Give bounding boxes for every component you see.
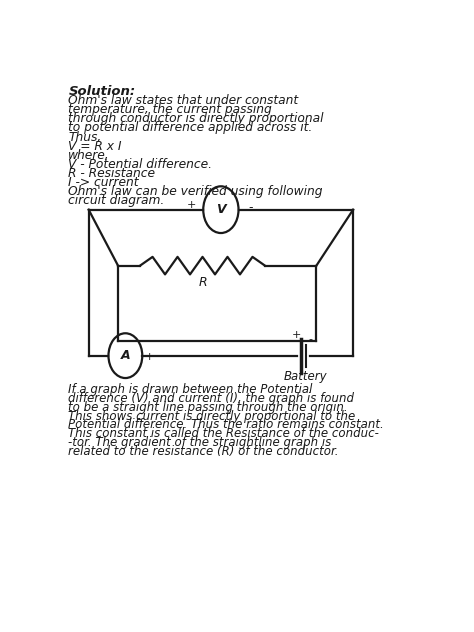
Text: +: + <box>292 330 301 340</box>
Text: -: - <box>94 349 98 362</box>
Text: R: R <box>198 276 207 289</box>
Text: Thus,: Thus, <box>68 131 102 144</box>
Text: -: - <box>309 334 313 344</box>
Text: -: - <box>248 201 253 214</box>
Text: to be a straight line passing through the origin.: to be a straight line passing through th… <box>68 401 348 414</box>
Text: R - Resistance: R - Resistance <box>68 167 155 180</box>
Text: Solution:: Solution: <box>68 85 136 97</box>
Text: A: A <box>120 349 130 362</box>
Text: This shows current is directly proportional to the: This shows current is directly proportio… <box>68 410 356 423</box>
Text: Ohm's law can be verified using following: Ohm's law can be verified using followin… <box>68 185 323 198</box>
Text: I -> current: I -> current <box>68 176 139 188</box>
Text: Battery: Battery <box>283 370 327 383</box>
Text: V: V <box>216 203 226 216</box>
Text: +: + <box>187 200 196 210</box>
Text: +: + <box>145 352 154 362</box>
Text: through conductor is directly proportional: through conductor is directly proportion… <box>68 112 324 125</box>
Text: related to the resistance (R) of the conductor.: related to the resistance (R) of the con… <box>68 445 339 458</box>
Text: temperature, the current passing: temperature, the current passing <box>68 103 272 116</box>
Text: If a graph is drawn between the Potential: If a graph is drawn between the Potentia… <box>68 384 313 396</box>
Text: difference (V) and current (I), the graph is found: difference (V) and current (I), the grap… <box>68 392 355 405</box>
Text: Potential difference. Thus the ratio remains constant.: Potential difference. Thus the ratio rem… <box>68 418 384 432</box>
Text: This constant is called the Resistance of the conduc-: This constant is called the Resistance o… <box>68 427 379 441</box>
Text: circuit diagram.: circuit diagram. <box>68 194 164 207</box>
Text: V - Potential difference.: V - Potential difference. <box>68 158 212 171</box>
Text: where,: where, <box>68 149 110 162</box>
Text: Ohm's law states that under constant: Ohm's law states that under constant <box>68 94 299 107</box>
Text: to potential difference applied across it.: to potential difference applied across i… <box>68 121 313 133</box>
Text: -tor. The gradient of the straightline graph is: -tor. The gradient of the straightline g… <box>68 436 332 449</box>
Text: V = R x I: V = R x I <box>68 140 122 152</box>
